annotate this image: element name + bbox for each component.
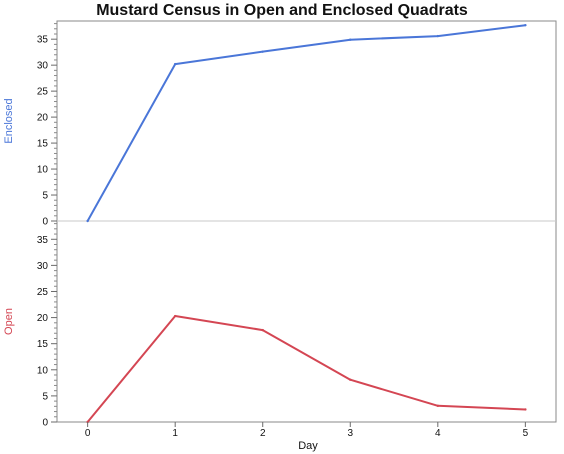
data-point-enclosed <box>261 50 264 53</box>
y-tick-label: 20 <box>37 313 49 324</box>
x-tick-label: 2 <box>260 428 266 439</box>
y-tick-label: 5 <box>42 191 48 202</box>
y-axis-title-open: Open <box>3 308 15 335</box>
y-tick-label: 0 <box>42 418 48 429</box>
y-axis-title-enclosed: Enclosed <box>3 98 15 143</box>
data-point-enclosed <box>173 62 177 66</box>
plot-layer: 05101520253035Enclosed05101520253035Open… <box>3 20 557 439</box>
y-tick-label: 25 <box>37 287 49 298</box>
x-tick-label: 5 <box>523 428 529 439</box>
x-tick-label: 0 <box>85 428 91 439</box>
panel-enclosed: 0 5 10 15 20 25 30 35 Enclosed <box>3 23 527 228</box>
x-axis-title: Day <box>298 440 318 452</box>
y-tick-label: 30 <box>37 61 49 72</box>
data-point-open <box>261 328 264 332</box>
data-point-enclosed <box>436 34 440 38</box>
y-tick-label: 15 <box>37 339 49 350</box>
y-tick-label: 10 <box>37 365 49 376</box>
data-point-enclosed <box>86 219 89 223</box>
x-tick-label: 3 <box>347 428 353 439</box>
data-point-open <box>436 404 440 408</box>
panel-open: 0 5 10 15 20 25 30 35 Open <box>3 223 527 429</box>
y-tick-label: 35 <box>37 35 49 46</box>
y-tick-label: 35 <box>37 235 49 246</box>
series-line-enclosed <box>86 24 527 222</box>
x-tick-label: 4 <box>435 428 441 439</box>
y-tick-label: 15 <box>37 139 49 150</box>
data-point-enclosed <box>349 38 352 41</box>
x-tick-label: 1 <box>172 428 178 439</box>
data-point-open <box>349 378 352 381</box>
y-tick-label: 25 <box>37 87 49 98</box>
y-tick-label: 30 <box>37 261 49 272</box>
data-point-open <box>173 314 177 318</box>
data-point-enclosed <box>524 23 527 27</box>
y-tick-label: 20 <box>37 113 49 124</box>
data-point-open <box>524 408 527 411</box>
y-tick-label: 0 <box>42 217 48 228</box>
series-line-open <box>86 315 527 423</box>
y-tick-label: 5 <box>42 391 48 402</box>
chart-title: Mustard Census in Open and Enclosed Quad… <box>96 2 468 19</box>
y-tick-label: 10 <box>37 165 49 176</box>
